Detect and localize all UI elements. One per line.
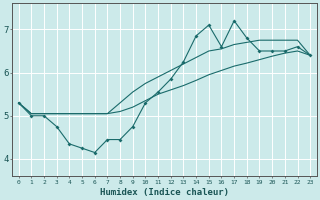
- X-axis label: Humidex (Indice chaleur): Humidex (Indice chaleur): [100, 188, 229, 197]
